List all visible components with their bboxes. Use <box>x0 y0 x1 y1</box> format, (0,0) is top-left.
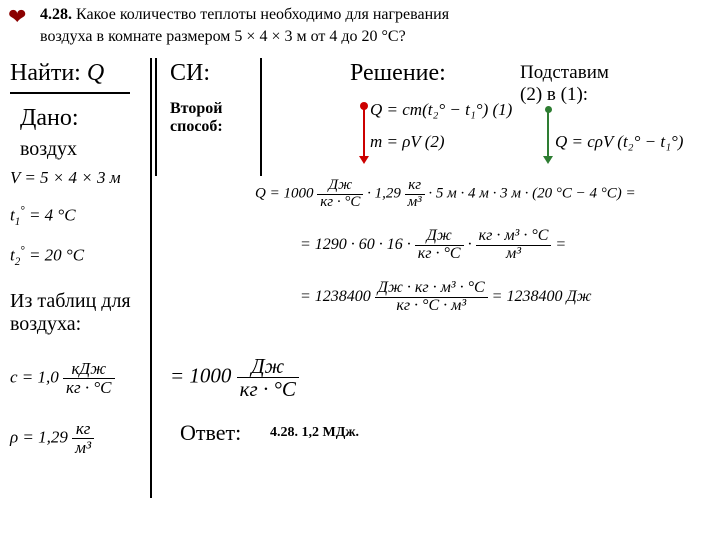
red-arrow-head-icon <box>359 156 369 164</box>
t1-sub: 1 <box>15 216 21 228</box>
c2-f2n: кг · м³ · °С <box>476 228 552 246</box>
eq2: m = ρV (2) <box>370 132 445 152</box>
rho-num: кг <box>72 420 94 439</box>
substitute-block: Подставим (2) в (1): <box>520 62 609 106</box>
c-line: c = 1,0 кДжкг · °С <box>10 360 115 397</box>
c3-tail: = 1238400 Дж <box>492 288 592 305</box>
tables-label-2: воздуха: <box>10 313 81 335</box>
si-label: СИ: <box>170 60 210 87</box>
solution-label: Решение: <box>350 60 446 87</box>
c1-f1d: кг · °С <box>317 195 363 211</box>
find-section: Найти: Q <box>10 60 104 87</box>
given-label: Дано: <box>20 105 79 132</box>
t2-val: = 20 °C <box>29 246 84 265</box>
c1-mid: · 1,29 <box>367 186 401 202</box>
c-right: = 1000 Джкг · °С <box>170 355 299 400</box>
vrule-1b <box>155 58 157 176</box>
green-arrow-line <box>547 112 549 156</box>
c-right-den: кг · °С <box>237 378 299 400</box>
given-substance: воздух <box>20 138 77 161</box>
t2-sup: ° <box>20 245 24 257</box>
c2-f1d: кг · °С <box>415 246 464 263</box>
c2-prefix: = 1290 · 60 · 16 · <box>300 236 411 253</box>
c1-f2n: кг <box>405 178 425 195</box>
calc-line-2: = 1290 · 60 · 16 · Джкг · °С · кг · м³ ·… <box>300 228 566 263</box>
c2-mid: · <box>468 236 472 253</box>
answer-text: 4.28. 1,2 МДж. <box>270 425 359 441</box>
c2-f1n: Дж <box>415 228 464 246</box>
calc-line-3: = 1238400 Дж · кг · м³ · °Скг · °С · м³ … <box>300 280 592 315</box>
find-underline <box>10 92 130 94</box>
t1-sup: ° <box>20 205 24 217</box>
c-right-eq: = 1000 <box>170 363 231 387</box>
second-method-label: Второй способ: <box>170 100 223 136</box>
c1-prefix: Q = 1000 <box>255 186 313 202</box>
c3-fd: кг · °С · м³ <box>375 298 488 315</box>
c1-f1n: Дж <box>317 178 363 195</box>
problem-number: 4.28. <box>40 6 72 23</box>
c-left-num: кДж <box>63 360 114 379</box>
c1-tail: · 5 м · 4 м · 3 м · (20 °С − 4 °С) = <box>428 186 635 202</box>
c2-tail: = <box>555 236 566 253</box>
rho-line: ρ = 1,29 кгм³ <box>10 420 94 457</box>
c-left: c = 1,0 <box>10 367 59 386</box>
vrule-2 <box>260 58 262 176</box>
find-variable: Q <box>87 60 104 86</box>
calc-line-1: Q = 1000 Джкг · °С · 1,29 кгм³ · 5 м · 4… <box>255 178 636 211</box>
eq1: Q = cm(t₂° − t₁°) (1) <box>370 100 512 120</box>
c-left-den: кг · °С <box>63 379 114 397</box>
vrule-1 <box>150 58 152 498</box>
c1-f2d: м³ <box>405 195 425 211</box>
t2-line: t2° = 20 °C <box>10 245 84 268</box>
problem-text-1: Какое количество теплоты необходимо для … <box>76 6 449 23</box>
problem-text-2: воздуха в комнате размером 5 × 4 × 3 м о… <box>40 28 406 45</box>
c2-f2d: м³ <box>476 246 552 263</box>
tables-label: Из таблиц для воздуха: <box>10 290 131 336</box>
c3-fn: Дж · кг · м³ · °С <box>375 280 488 298</box>
heart-icon: ❤ <box>8 6 26 28</box>
green-arrow-head-icon <box>543 156 553 164</box>
answer-label: Ответ: <box>180 420 241 446</box>
substitute-text-2: (2) в (1): <box>520 84 588 105</box>
red-arrow-line <box>363 108 365 156</box>
t1-val: = 4 °C <box>29 206 76 225</box>
tables-label-1: Из таблиц для <box>10 290 131 312</box>
substitute-text-1: Подставим <box>520 62 609 83</box>
c-right-num: Дж <box>237 355 299 378</box>
rho-den: м³ <box>72 439 94 457</box>
eq-combined: Q = cρV (t₂° − t₁°) <box>555 132 683 152</box>
rho-left: ρ = 1,29 <box>10 427 68 446</box>
find-label: Найти: <box>10 60 81 86</box>
volume-line: V = 5 × 4 × 3 м <box>10 168 121 188</box>
problem-statement: 4.28. Какое количество теплоты необходим… <box>40 4 700 47</box>
t1-line: t1° = 4 °C <box>10 205 76 228</box>
t2-sub: 2 <box>15 256 21 268</box>
c3-prefix: = 1238400 <box>300 288 371 305</box>
